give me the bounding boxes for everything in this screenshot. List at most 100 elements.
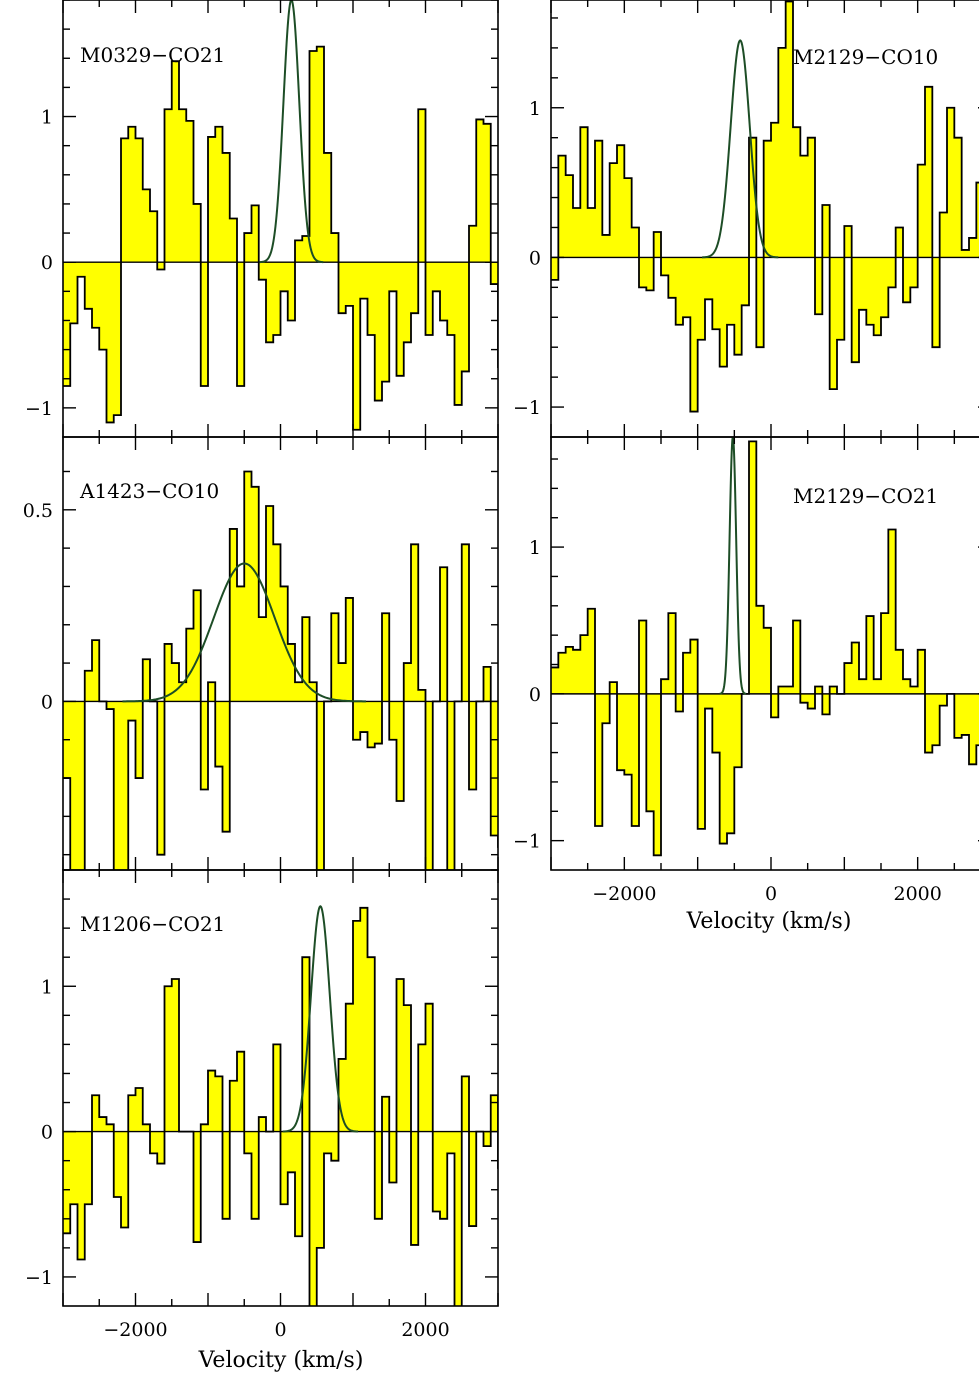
spectrum-bin	[580, 127, 589, 258]
spectrum-bin	[947, 107, 955, 258]
spectrum-bin	[859, 257, 867, 310]
spectrum-bin	[873, 679, 882, 694]
spectrum-bin	[844, 225, 853, 258]
spectrum-bin	[807, 137, 816, 258]
spectrum-bin	[513, 701, 521, 739]
y-tick-label: 1	[41, 976, 53, 998]
spectrum-bin	[873, 257, 882, 336]
spectrum-bin	[142, 189, 151, 263]
spectrum-bin	[653, 231, 662, 258]
spectrum-bin	[925, 693, 933, 753]
spectrum-bin	[280, 262, 289, 292]
spectrum-bin	[309, 50, 318, 263]
spectrum-bin	[520, 701, 528, 893]
y-tick-label: −1	[25, 398, 53, 420]
spectrum-bin	[280, 1131, 289, 1205]
spectrum-bin	[403, 262, 412, 343]
spectrum-bin	[150, 1131, 158, 1154]
spectrum-bin	[602, 234, 611, 258]
spectrum-bin	[273, 1044, 281, 1132]
spectrum-bin	[976, 182, 979, 258]
spectrum-bin	[237, 262, 245, 387]
spectrum-bin	[961, 693, 970, 735]
spectrum-bin	[440, 262, 448, 321]
spectrum-bin	[396, 979, 405, 1132]
spectrum-bin	[345, 597, 354, 702]
spectrum-bin	[490, 1095, 498, 1132]
spectrum-bin	[683, 257, 691, 318]
spectrum-bin	[345, 1003, 354, 1132]
spectrum-bin	[164, 109, 173, 263]
y-tick-label: −1	[513, 831, 541, 853]
spectrum-bin	[617, 693, 625, 771]
spectrum-bin	[447, 262, 455, 336]
spectrum-bin	[179, 109, 187, 263]
spectrum-bin	[135, 701, 144, 779]
spectrum-bin	[573, 649, 581, 694]
spectrum-bin	[287, 262, 296, 321]
spectrum-bin	[215, 1076, 223, 1132]
spectrum-bin	[425, 1003, 434, 1132]
y-tick-label: −1	[25, 1267, 53, 1289]
spectrum-bin	[113, 1131, 122, 1197]
spectrum-bin	[360, 262, 368, 299]
spectrum-bin	[142, 659, 151, 702]
spectrum-bin	[295, 1131, 303, 1237]
x-tick-label: 0	[274, 1319, 286, 1341]
spectrum-bin	[237, 586, 245, 702]
panel-title-m2129-co10: M2129−CO10	[793, 45, 938, 69]
spectrum-bin	[258, 1117, 267, 1132]
gaussian-fit-curve	[259, 0, 324, 264]
spectrum-bin	[389, 1131, 397, 1183]
gaussian-fit-curve	[702, 39, 779, 259]
spectrum-bin	[617, 145, 625, 258]
spectrum-bin	[675, 257, 684, 325]
spectrum-bin	[411, 544, 419, 702]
spectrum-bin	[631, 693, 640, 826]
spectrum-bin	[815, 686, 823, 694]
spectrum-bin	[208, 136, 216, 263]
spectrum-bin	[969, 693, 977, 765]
panel-title-m2129-co21: M2129−CO21	[793, 484, 938, 508]
spectrum-bin	[374, 701, 383, 744]
spectrum-bin	[661, 257, 669, 276]
spectrum-bin	[237, 1051, 245, 1132]
spectrum-bin	[186, 120, 194, 263]
spectrum-bin	[631, 227, 640, 258]
spectrum-bin	[418, 1044, 426, 1132]
panel-m2129-co21: −1 0 1 −2000 0 2000	[513, 436, 979, 905]
gaussian-fit-curve	[719, 437, 747, 695]
spectrum-bin	[609, 682, 618, 694]
spectrum-bin	[77, 701, 86, 870]
spectrum-bin	[513, 1132, 521, 1226]
y-tick-label: 0.5	[23, 500, 53, 522]
spectrum-bin	[374, 262, 383, 401]
spectrum-bin	[697, 693, 706, 829]
spectrum-bin	[639, 620, 647, 694]
spectrum-bin	[353, 920, 361, 1132]
spectrum-bin	[624, 693, 633, 775]
spectrum-bin	[793, 620, 801, 694]
spectrum-bin	[837, 257, 845, 340]
spectrum-bin	[302, 235, 310, 263]
spectrum-bin	[881, 257, 889, 318]
spectrum-bin	[215, 126, 223, 263]
spectrum-bin	[490, 701, 498, 836]
y-tick-label: −1	[513, 397, 541, 419]
spectrum-bin	[668, 257, 677, 298]
spectrum-bin	[727, 693, 735, 834]
spectrum-bin	[719, 257, 728, 367]
spectrum-bin	[121, 1131, 129, 1228]
spectrum-bin	[800, 155, 809, 258]
spectrum-bin	[461, 544, 470, 702]
spectrum-bin	[229, 218, 238, 263]
spectrum-bin	[727, 257, 735, 325]
spectrum-bin	[520, 233, 528, 262]
spectrum-bin	[70, 1131, 78, 1205]
spectrum-bin	[476, 119, 484, 263]
spectrum-bin	[382, 613, 390, 702]
spectrum-bin	[324, 1131, 332, 1154]
spectrum-bin	[573, 208, 581, 258]
y-tick-label: 1	[529, 537, 541, 559]
spectrum-step-line	[63, 45, 498, 431]
